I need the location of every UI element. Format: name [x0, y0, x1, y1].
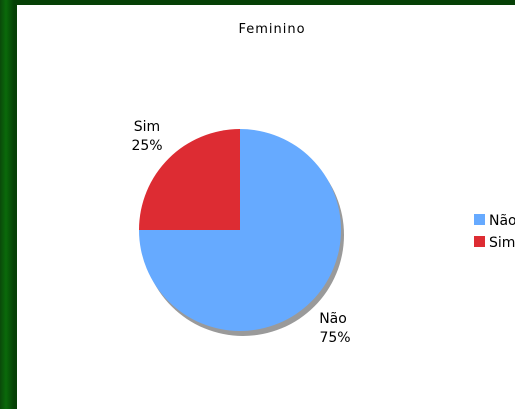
slice-percent-nao: 75% — [319, 330, 350, 346]
legend-swatch-nao — [474, 214, 485, 225]
legend-swatch-sim — [474, 236, 485, 247]
slice-percent-sim: 25% — [131, 138, 162, 154]
legend: Não Sim — [474, 213, 515, 251]
legend-entry-nao: Não — [489, 213, 515, 229]
pie-slices — [139, 129, 341, 331]
slice-label-sim: Sim — [134, 119, 160, 135]
chart-title: Feminino — [238, 22, 305, 37]
slice-label-nao: Não — [319, 311, 347, 327]
slice-labels: Sim 25% Não 75% — [131, 119, 350, 346]
legend-entry-sim: Sim — [489, 235, 515, 251]
pie-slice-sim — [139, 129, 240, 230]
